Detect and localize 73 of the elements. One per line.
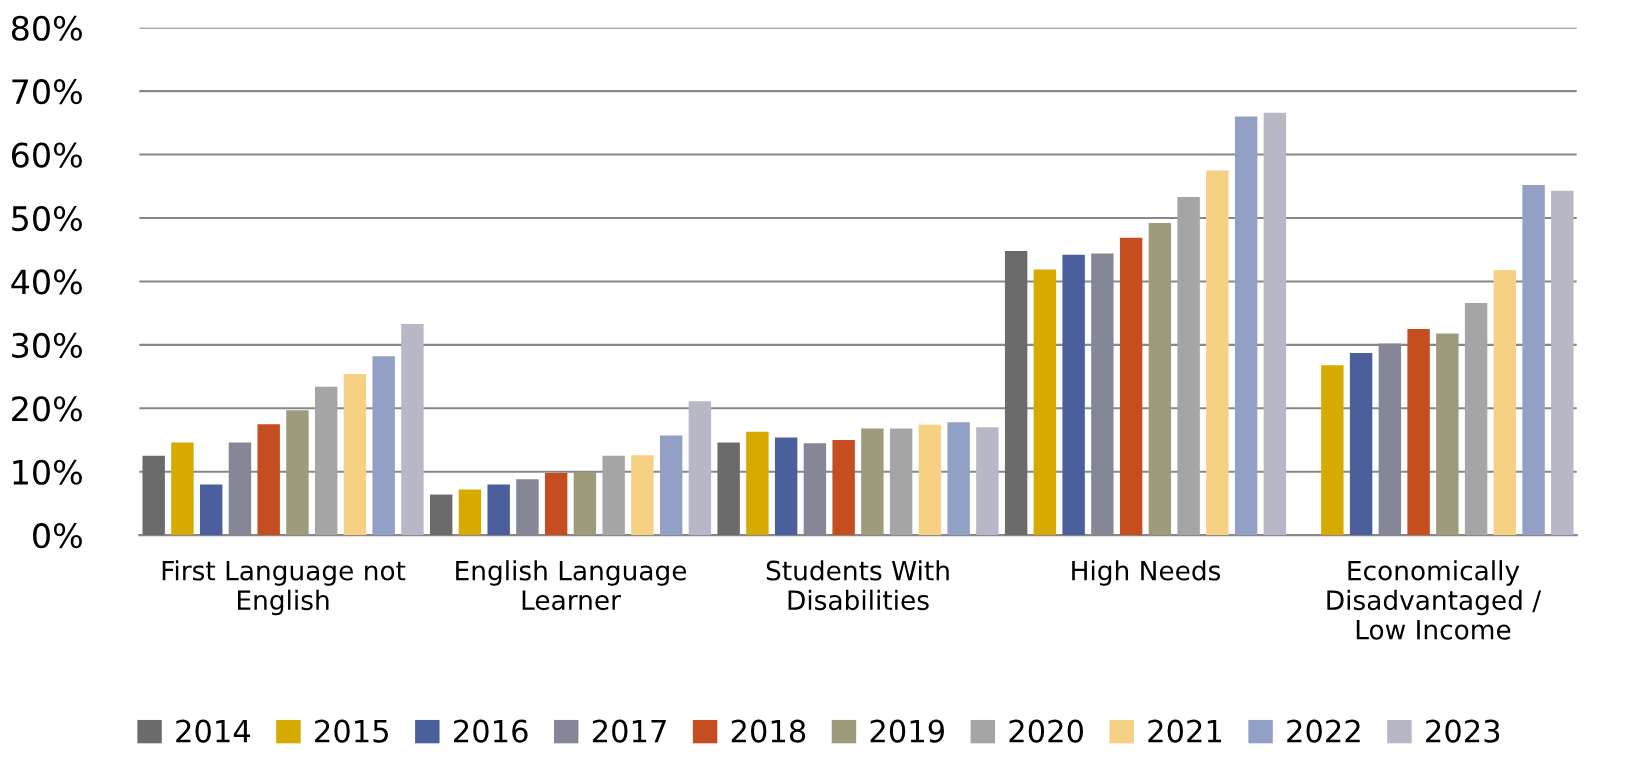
bar <box>573 471 597 536</box>
y-tick-label: 20% <box>12 396 82 422</box>
legend-label: 2020 <box>1009 719 1083 743</box>
bar <box>976 427 999 536</box>
bar <box>1119 237 1143 536</box>
bar <box>1091 253 1114 536</box>
legend-label: 2014 <box>176 719 251 743</box>
bar <box>487 484 510 536</box>
y-tick-label: 10% <box>13 459 82 485</box>
bar <box>803 443 827 536</box>
bar <box>1263 112 1287 536</box>
bar <box>1033 269 1057 536</box>
y-tick-label: 30% <box>12 332 82 358</box>
bar <box>1464 303 1488 536</box>
legend-label: 2022 <box>1287 719 1360 743</box>
bar <box>1004 250 1028 536</box>
y-tick-label: 0% <box>33 523 82 549</box>
bar <box>688 401 712 536</box>
bar <box>1378 343 1402 536</box>
bar <box>314 386 338 536</box>
bar <box>746 431 769 536</box>
bar <box>1321 365 1344 536</box>
bar <box>429 494 453 536</box>
bar <box>1493 270 1517 536</box>
bar <box>199 484 223 536</box>
bar <box>602 455 625 536</box>
bar <box>1349 353 1373 536</box>
bar <box>1407 329 1430 536</box>
bar <box>1551 190 1574 536</box>
bar <box>401 323 424 536</box>
y-tick-label: 60% <box>12 142 82 168</box>
bar <box>832 440 855 536</box>
bar <box>228 442 252 536</box>
bar <box>889 428 913 536</box>
x-tick-label: High Needs <box>1072 560 1221 586</box>
legend-label: 2015 <box>315 719 388 743</box>
bar <box>1062 254 1085 536</box>
bar <box>516 479 539 536</box>
y-tick-label: 40% <box>11 269 82 295</box>
bar <box>1148 223 1172 536</box>
bar <box>142 455 165 536</box>
bar <box>1206 170 1229 536</box>
bar <box>861 428 884 536</box>
x-tick-label: Students With Disabilities <box>766 560 949 611</box>
bar <box>1234 116 1258 536</box>
legend-label: 2019 <box>870 719 944 743</box>
bar <box>257 424 280 536</box>
bar <box>286 410 309 536</box>
x-tick-label: Economically Disadvantaged / Low Income <box>1327 560 1542 640</box>
bar <box>1436 333 1459 536</box>
bar <box>631 455 654 536</box>
bar <box>717 442 740 536</box>
legend-label: 2021 <box>1148 719 1222 743</box>
bar <box>1522 185 1545 536</box>
x-tick-label: First Language not English <box>162 560 406 616</box>
bar <box>774 437 798 536</box>
x-tick-label: English Language Learner <box>456 560 687 611</box>
legend-label: 2016 <box>454 719 528 743</box>
bar <box>343 374 367 536</box>
bar <box>947 422 970 536</box>
y-tick-label: 70% <box>12 79 82 105</box>
bar <box>458 489 482 536</box>
legend-label: 2017 <box>592 719 666 743</box>
legend-label: 2023 <box>1426 719 1500 743</box>
y-tick-label: 80% <box>11 15 82 41</box>
bar <box>659 435 683 536</box>
y-tick-label: 50% <box>12 205 82 232</box>
bar <box>171 442 194 536</box>
bar <box>544 472 568 536</box>
legend-label: 2018 <box>731 719 806 743</box>
bar <box>372 356 395 536</box>
bar <box>1177 197 1200 536</box>
bar <box>918 424 942 536</box>
